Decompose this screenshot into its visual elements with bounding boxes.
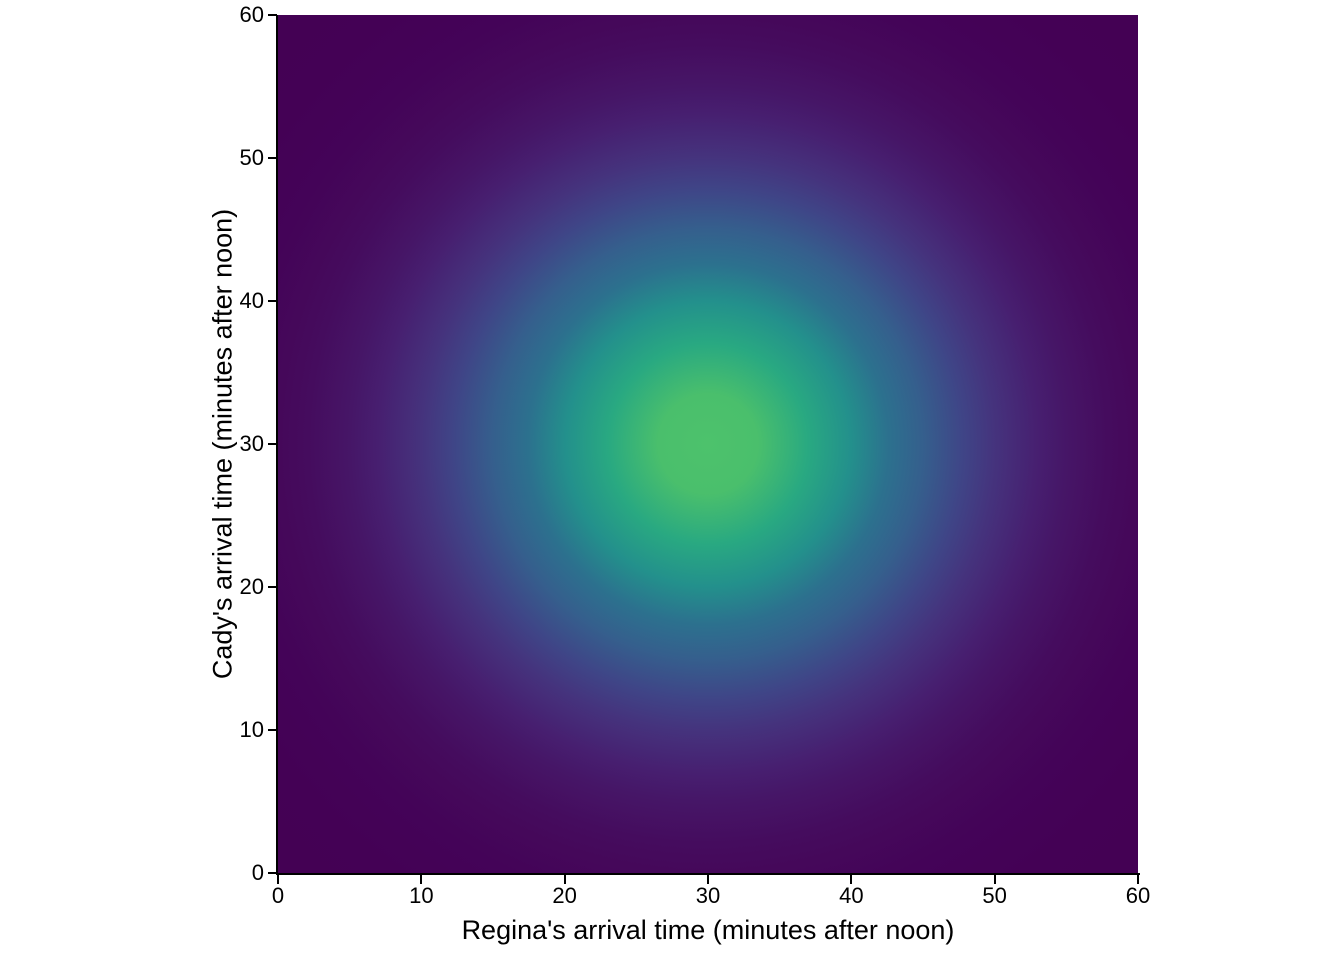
- y-tick-mark: [268, 443, 277, 445]
- y-tick-mark: [268, 586, 277, 588]
- y-tick-mark: [268, 14, 277, 16]
- y-axis-title: Cady's arrival time (minutes after noon): [207, 208, 238, 680]
- x-tick-label: 60: [1125, 883, 1151, 908]
- x-axis-line: [276, 873, 1140, 875]
- y-tick-label: 20: [239, 573, 264, 599]
- x-tick-mark: [563, 875, 566, 884]
- y-tick-mark: [268, 872, 277, 874]
- y-tick-label: 60: [239, 1, 264, 27]
- x-tick-mark: [850, 875, 853, 884]
- y-axis-line: [276, 15, 278, 875]
- y-tick-label: 0: [251, 859, 264, 885]
- x-tick-label: 20: [552, 883, 577, 908]
- x-tick-label: 0: [271, 883, 285, 908]
- x-tick-label: 30: [695, 883, 721, 908]
- x-tick-mark: [1137, 875, 1139, 884]
- x-tick-label: 50: [982, 883, 1007, 908]
- y-tick-mark: [268, 729, 277, 731]
- x-axis-title: Regina's arrival time (minutes after noo…: [461, 915, 955, 945]
- x-tick-mark: [420, 875, 423, 884]
- y-tick-mark: [268, 157, 277, 159]
- y-tick-mark: [268, 300, 277, 302]
- y-tick-label: 50: [239, 144, 264, 170]
- y-tick-label: 40: [239, 287, 264, 313]
- heatmap-plot: [278, 15, 1138, 873]
- x-tick-mark: [993, 875, 996, 884]
- y-tick-label: 30: [239, 430, 264, 456]
- x-tick-mark: [707, 875, 709, 884]
- x-tick-mark: [277, 875, 279, 884]
- y-tick-label: 10: [239, 716, 264, 742]
- x-tick-label: 40: [839, 883, 864, 908]
- x-tick-label: 10: [409, 883, 434, 908]
